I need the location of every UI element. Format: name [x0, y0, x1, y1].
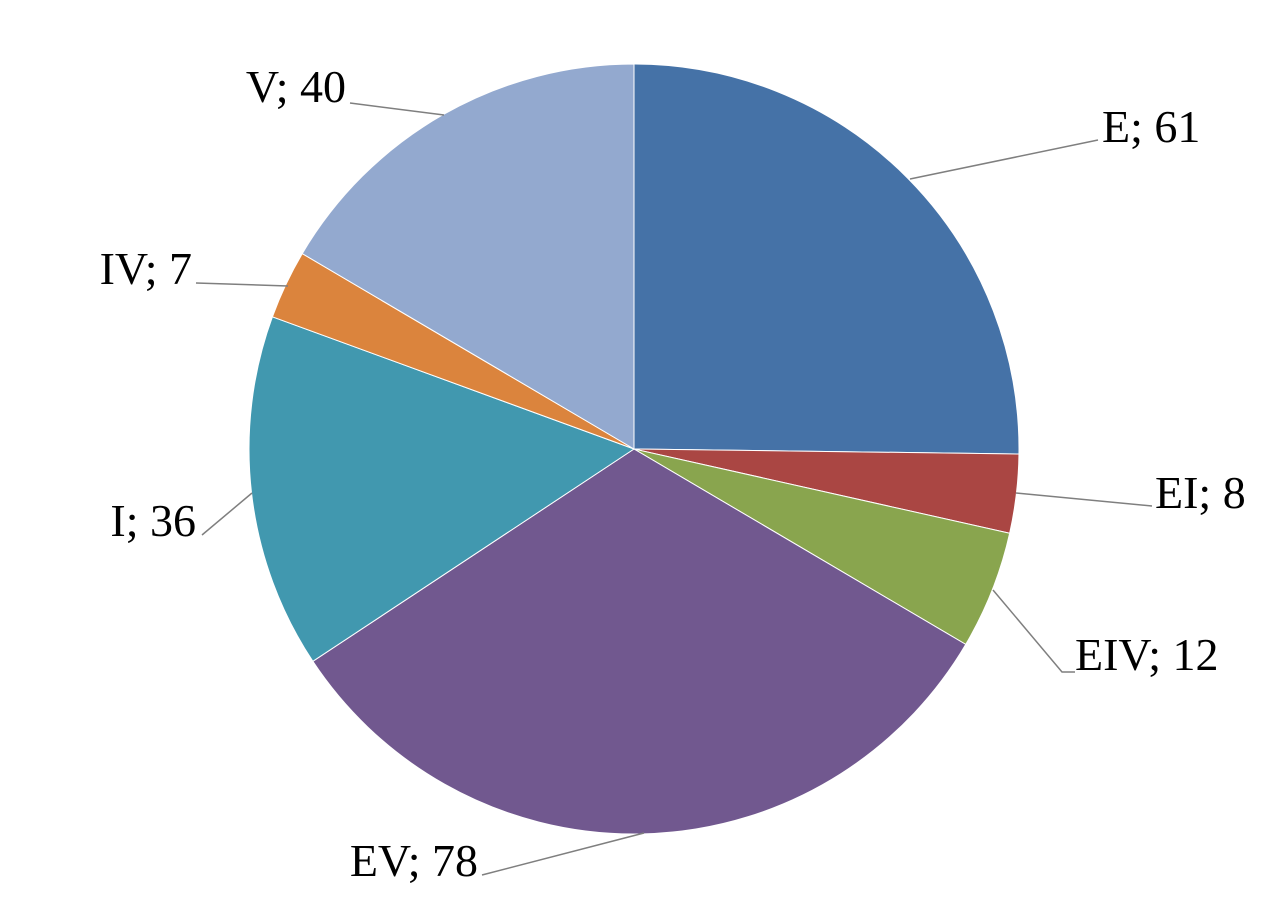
- data-label-ev: EV; 78: [350, 835, 478, 886]
- data-label-i: I; 36: [110, 495, 196, 546]
- leader-lines: [195, 102, 1153, 876]
- leader-line-v: [349, 102, 445, 116]
- data-label-eiv: EIV; 12: [1075, 629, 1219, 680]
- leader-line-ei: [1015, 492, 1153, 507]
- leader-line-eiv: [992, 589, 1075, 673]
- data-label-iv: IV; 7: [100, 243, 192, 294]
- data-label-ei: EI; 8: [1155, 467, 1246, 518]
- data-labels: E; 61 EI; 8 EIV; 12 EV; 78 I; 36 IV; 7 V; 40: [100, 61, 1246, 886]
- pie-slice-e: [633, 63, 1020, 455]
- leader-line-ev: [481, 832, 645, 876]
- data-label-v: V; 40: [246, 61, 346, 112]
- pie-slices: [248, 63, 1020, 835]
- leader-line-i: [201, 492, 253, 536]
- leader-line-e: [909, 139, 1099, 180]
- pie-slice-ev: [312, 448, 967, 835]
- data-label-e: E; 61: [1102, 101, 1200, 152]
- leader-line-iv: [195, 282, 289, 287]
